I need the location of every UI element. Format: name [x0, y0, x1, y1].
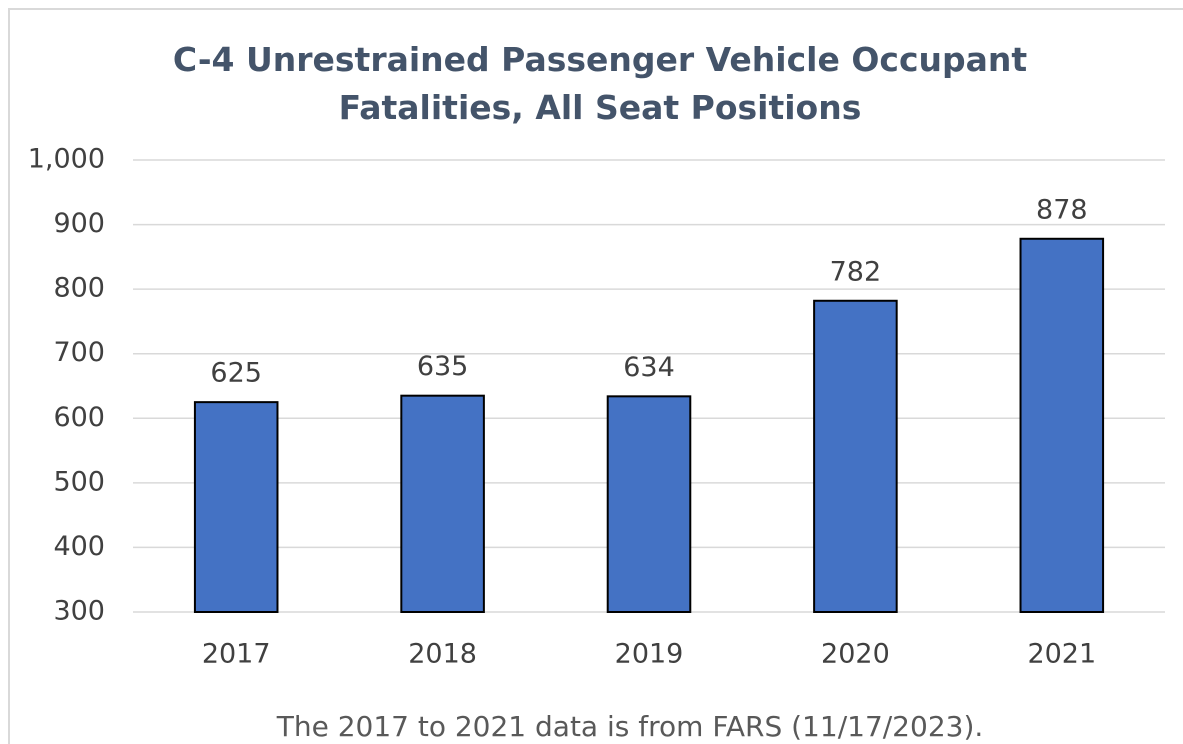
bar [193, 401, 279, 613]
x-tick-label: 2019 [615, 639, 684, 670]
x-tick-label: 2021 [1027, 639, 1096, 670]
y-tick-label: 600 [53, 402, 105, 433]
x-tick-label: 2020 [821, 639, 890, 670]
y-tick-label: 500 [53, 466, 105, 497]
y-tick-label: 900 [53, 208, 105, 239]
data-label: 878 [1036, 194, 1088, 225]
bar [1019, 237, 1105, 614]
y-tick-label: 300 [53, 596, 105, 627]
x-tick-label: 2018 [408, 639, 477, 670]
data-label: 634 [623, 352, 675, 383]
x-tick-label: 2017 [202, 639, 271, 670]
data-label: 635 [417, 351, 469, 382]
y-tick-label: 400 [53, 531, 105, 562]
bar [606, 395, 692, 613]
y-tick-label: 1,000 [28, 144, 105, 175]
bar [813, 299, 898, 613]
bar [400, 394, 485, 613]
y-tick-label: 700 [53, 337, 105, 368]
chart-frame [8, 8, 1183, 744]
caption: The 2017 to 2021 data is from FARS (11/1… [276, 710, 984, 743]
data-label: 625 [210, 358, 262, 389]
data-label: 782 [830, 256, 882, 287]
chart-title: C-4 Unrestrained Passenger Vehicle Occup… [172, 40, 1028, 127]
y-tick-label: 800 [53, 273, 105, 304]
